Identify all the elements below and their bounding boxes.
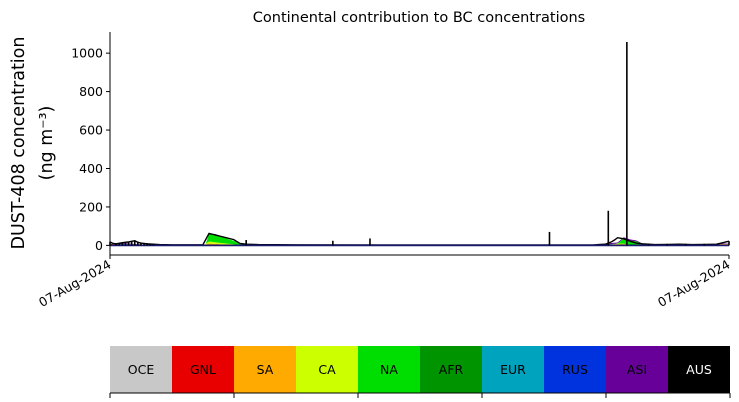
y-tick-label: 0 [95,238,103,253]
y-axis-label: DUST-408 concentration [9,37,29,250]
y-axis-unit-label: (ng m⁻³) [37,106,57,181]
y-tick-label: 200 [79,199,103,214]
plot-area [109,41,730,247]
y-tick-label: 1000 [71,46,103,61]
legend-item-na: NA [358,346,420,393]
legend-item-aus: AUS [668,346,730,393]
y-tick-label: 400 [79,161,103,176]
legend-item-rus: RUS [544,346,606,393]
legend-item-sa: SA [234,346,296,393]
y-tick-label: 800 [79,84,103,99]
legend-item-gnl: GNL [172,346,234,393]
legend-item-oce: OCE [110,346,172,393]
legend-item-afr: AFR [420,346,482,393]
axes: 0 200 400 600 800 1000 07-Aug-2024 07-Aug-2024 [36,32,733,310]
y-tick-label: 600 [79,123,103,138]
legend-item-asi: ASI [606,346,668,393]
chart-title: Continental contribution to BC concentra… [253,10,585,26]
total-line [109,232,730,246]
x-tick-label: 07-Aug-2024 [36,257,114,310]
legend-item-ca: CA [296,346,358,393]
legend-item-eur: EUR [482,346,544,393]
x-tick-label: 07-Aug-2024 [655,257,733,310]
